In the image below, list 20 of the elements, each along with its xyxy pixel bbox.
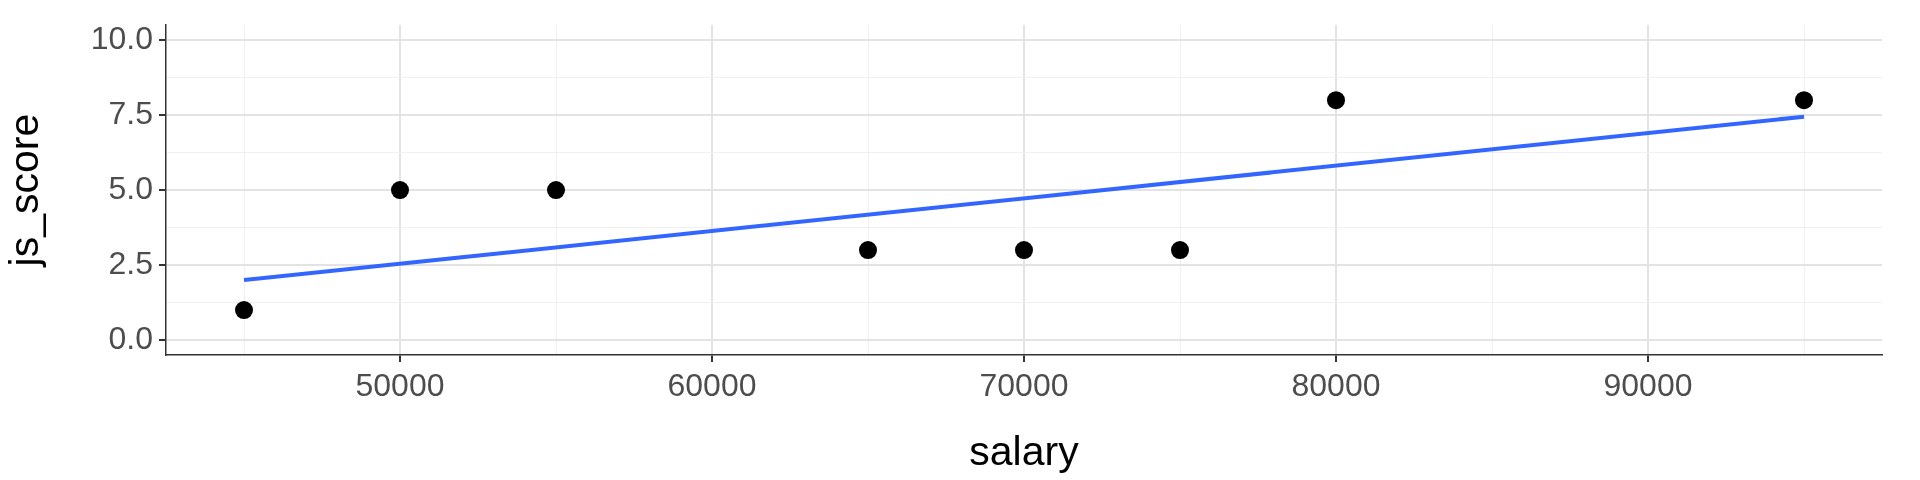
y-tick-label: 10.0 (90, 20, 153, 57)
point (1171, 241, 1189, 260)
y-tick-label: 0.0 (108, 319, 153, 356)
y-tick-label: 2.5 (108, 244, 153, 281)
y-tick-label: 7.5 (108, 94, 153, 131)
x-tick-label: 80000 (1291, 367, 1381, 404)
point (235, 301, 253, 320)
point (391, 181, 409, 200)
point (547, 181, 565, 200)
x-tick-label: 70000 (979, 367, 1069, 404)
x-axis-title: salary (969, 427, 1080, 474)
point (1795, 91, 1813, 110)
y-axis-title: js_score (0, 113, 47, 268)
x-tick-label: 90000 (1603, 367, 1693, 404)
x-tick-label: 60000 (667, 367, 757, 404)
point (1015, 241, 1033, 260)
point (859, 241, 877, 260)
point (1327, 91, 1345, 110)
y-tick-label: 5.0 (108, 169, 153, 206)
x-tick-label: 50000 (355, 367, 445, 404)
